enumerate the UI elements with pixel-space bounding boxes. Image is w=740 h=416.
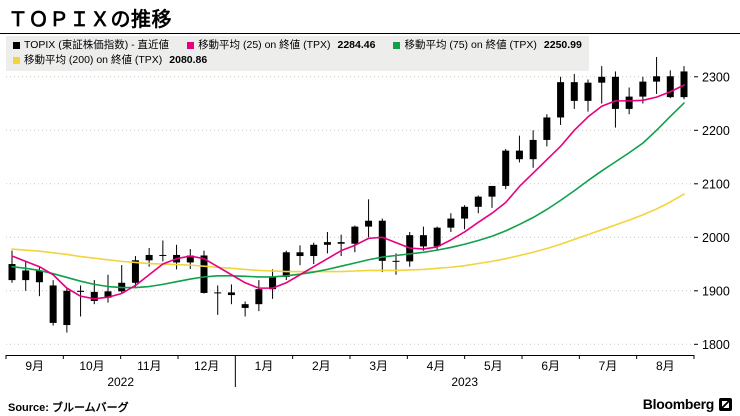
legend-label-ma200: 移動平均 (200) on 終値 (TPX) [24,54,163,66]
legend-label-ma25: 移動平均 (25) on 終値 (TPX) [198,39,331,51]
svg-text:1月: 1月 [255,359,274,373]
bloomberg-logo-mark-icon [719,397,732,411]
svg-text:9月: 9月 [25,359,44,373]
ma200-color-swatch-icon [13,57,20,64]
bloomberg-logo-text: Bloomberg [642,396,715,412]
ma75-color-swatch-icon [393,42,401,49]
legend-value-ma200: 2080.86 [169,54,208,66]
svg-text:2000: 2000 [702,231,730,245]
svg-text:2023: 2023 [451,375,478,389]
svg-text:2100: 2100 [702,177,730,191]
svg-text:4月: 4月 [427,359,446,373]
legend-label-topix: TOPIX (東証株価指数) - 直近値 [24,39,170,51]
page-title: ＴＯＰＩＸの推移 [8,9,172,31]
legend-row-2: 移動平均 (200) on 終値 (TPX) 2080.86 [13,53,582,68]
svg-text:2月: 2月 [312,359,331,373]
x-axis-labels: 9月 10月 11月 12月 1月 2月 3月 4月 5月 6月 7月 8月 2022 2023 [5,355,695,389]
svg-text:1900: 1900 [702,284,730,298]
topix-color-swatch-icon [13,42,20,49]
y-axis-labels: 1800 1900 2000 2100 2200 2300 [694,70,730,352]
legend-label-ma75: 移動平均 (75) on 終値 (TPX) [404,39,537,51]
ma-line-0 [11,84,685,300]
svg-text:2022: 2022 [107,375,134,389]
legend-item-topix: TOPIX (東証株価指数) - 直近値 [13,38,169,53]
source-label: Source: [8,402,53,414]
svg-text:2200: 2200 [702,124,730,138]
chart-legend: TOPIX (東証株価指数) - 直近値 移動平均 (25) on 終値 (TP… [6,36,589,71]
ma25-color-swatch-icon [187,42,195,49]
legend-value-ma25: 2284.46 [337,39,376,51]
source-value: ブルームバーグ [52,402,129,414]
svg-text:3月: 3月 [369,359,388,373]
svg-text:6月: 6月 [541,359,560,373]
legend-item-ma25: 移動平均 (25) on 終値 (TPX) 2284.46 [187,38,375,53]
ma-line-2 [11,193,685,273]
ma-line-1 [11,102,685,289]
svg-text:8月: 8月 [656,359,675,373]
legend-item-ma200: 移動平均 (200) on 終値 (TPX) 2080.86 [13,53,207,68]
svg-text:7月: 7月 [599,359,618,373]
legend-value-ma75: 2250.99 [543,39,582,51]
svg-text:1800: 1800 [702,338,730,352]
svg-text:5月: 5月 [484,359,503,373]
legend-row-1: TOPIX (東証株価指数) - 直近値 移動平均 (25) on 終値 (TP… [13,38,582,53]
source-credit: Source: ブルームバーグ [8,399,129,415]
legend-item-ma75: 移動平均 (75) on 終値 (TPX) 2250.99 [393,38,582,53]
gridlines [6,76,694,345]
svg-text:2300: 2300 [702,70,730,84]
svg-text:10月: 10月 [79,359,104,373]
svg-text:11月: 11月 [137,359,161,373]
bloomberg-logo: Bloomberg [643,396,732,412]
svg-text:12月: 12月 [194,359,219,373]
